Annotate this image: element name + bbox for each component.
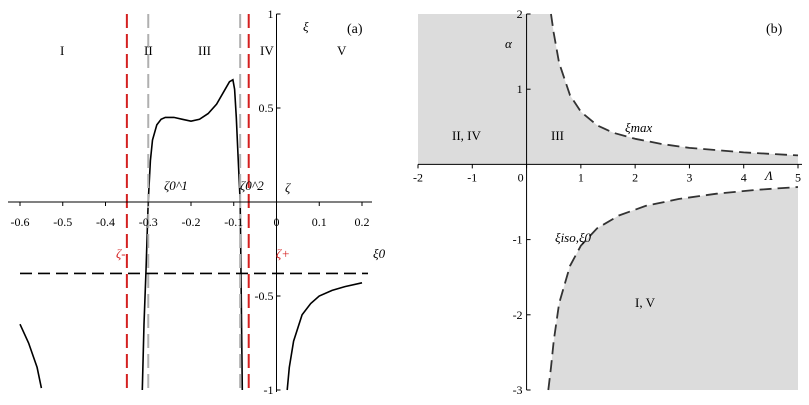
panel-a-curve-branch-3 [286,282,363,391]
panel-a-y-tick-label: 1 [268,7,274,21]
panel-b-x-tick-label: -2 [413,170,423,184]
region-label-III: III [198,43,211,58]
xi0-label: ξ0 [373,246,386,261]
region-label-III-b: III [551,128,564,143]
xi-max-curve [550,13,799,157]
panel-b-y-tick-label: 2 [517,7,523,21]
panel-a-x-axis-label: ζ [285,180,291,195]
panel-b-x-tick-label: 4 [741,170,747,184]
shaded-region-upper [418,14,798,165]
panel-b-x-tick-label: 1 [578,170,584,184]
panel-a-y-tick-label: -0.5 [255,289,274,303]
xi-max-label: ξmax [625,120,652,135]
panel-b-curves [547,13,799,391]
panel-a-curve-branch-1 [19,323,43,389]
region-label-II: II [144,43,153,58]
panel-a-y-tick-label: -1 [264,383,274,397]
xi-iso-curve [547,186,799,391]
panel-a-ticks: -0.6 -0.5 -0.4 -0.3 -0.2 -0.1 0 0.1 0.2 1 0.5 -0.5 -… [11,7,370,397]
panel-b-ticks: -2 -1 0 1 2 3 4 5 2 1 -1 -2 -3 [413,7,801,397]
panel-b-y-axis-label: α [505,36,513,51]
panel-b-x-tick-label: 5 [795,170,801,184]
region-label-IV: IV [260,43,274,58]
shaded-region-lower [548,187,798,390]
panel-b-y-tick-label: -2 [513,308,523,322]
region-label-I-V: I, V [635,295,656,310]
panel-a-x-tick-label: -0.2 [182,215,201,229]
panel-a-curve-branch-2 [141,78,244,391]
xi-iso-label: ξiso,ξ0 [555,230,592,245]
region-label-V: V [337,43,347,58]
panel-b-shaded-regions [418,14,798,390]
panel-b-axes [418,14,802,390]
region-label-II-IV: II, IV [452,128,481,143]
panel-a-x-tick-label: -0.1 [224,215,243,229]
panel-a-x-tick-label: 0.2 [355,215,370,229]
panel-a-y-axis-label: ξ [303,19,309,34]
panel-b-y-tick-label: -1 [513,233,523,247]
panel-a-curves [19,78,363,391]
panel-a-x-tick-label: -0.5 [53,215,72,229]
zeta-plus-label: ζ+ [276,246,290,261]
panel-a-y-tick-label: 0.5 [259,101,274,115]
panel-b-y-tick-label: -3 [513,383,523,397]
panel-b-x-tick-label: 0 [518,170,524,184]
panel-a: -0.6 -0.5 -0.4 -0.3 -0.2 -0.1 0 0.1 0.2 1 0.5 -0.5 -… [8,7,386,397]
panel-b-label: (b) [766,22,783,37]
zeta01-label: ζ0^1 [164,178,188,193]
panel-a-x-tick-label: -0.3 [139,215,158,229]
panel-a-label: (a) [347,22,363,37]
region-label-I: I [60,43,64,58]
panel-b-x-tick-label: -1 [467,170,477,184]
panel-b-x-axis-label: Λ [763,168,773,183]
panel-a-x-tick-label: 0 [274,215,280,229]
panel-a-x-tick-label: -0.6 [11,215,30,229]
panel-a-x-tick-label: -0.4 [96,215,115,229]
zeta-minus-label: ζ- [116,246,126,261]
panel-b-x-tick-label: 3 [686,170,692,184]
panel-b-y-tick-label: 1 [517,82,523,96]
panel-b-x-tick-label: 2 [632,170,638,184]
panel-b: -2 -1 0 1 2 3 4 5 2 1 -1 -2 -3 (b) α Λ II, IV III I,… [413,7,802,397]
panel-a-x-tick-label: 0.1 [312,215,327,229]
zeta02-label: ζ0^2 [240,178,264,193]
